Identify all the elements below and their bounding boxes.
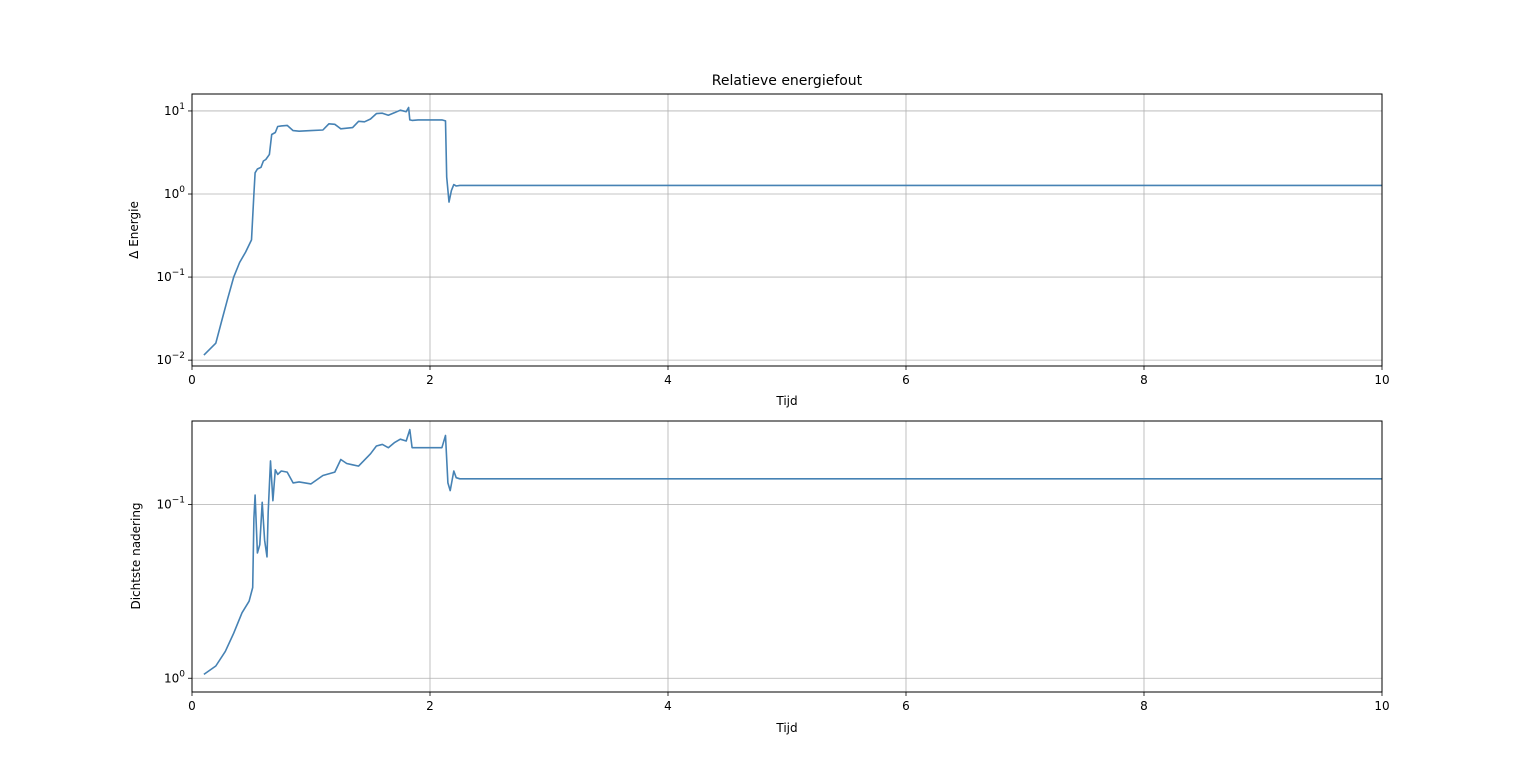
plot-frame	[191, 93, 1383, 367]
grid-lines	[191, 94, 1383, 366]
x-ticks: 0 2 4 6 8 10	[188, 692, 1390, 713]
x-axis-label: Tijd	[775, 721, 797, 735]
x-tick-label: 6	[902, 373, 910, 387]
series-line	[203, 106, 1382, 356]
y-ticks: 10−2 10−1 100 101	[156, 102, 192, 367]
energy-error-chart: Relatieve energiefout 0 2 4 6 8 10 10−210−110…	[127, 73, 1390, 408]
x-axis-label: Tijd	[775, 394, 797, 408]
x-tick-label: 8	[1140, 373, 1148, 387]
x-tick-label: 0	[188, 373, 196, 387]
y-ticks: 10−1 100	[156, 496, 192, 685]
series-lines	[203, 428, 1382, 676]
y-tick-label: 101	[164, 102, 185, 118]
x-tick-label: 6	[902, 699, 910, 713]
x-tick-label: 4	[664, 373, 672, 387]
x-ticks: 0 2 4 6 8 10	[188, 366, 1390, 387]
x-tick-label: 2	[426, 373, 434, 387]
series-line	[203, 428, 1382, 676]
x-tick-label: 10	[1374, 373, 1389, 387]
x-tick-label: 4	[664, 699, 672, 713]
y-tick-label: 10−1	[156, 496, 185, 512]
closest-approach-chart: 0 2 4 6 8 10 10−1 100 Tijd Dichtste nadering	[129, 420, 1390, 735]
x-tick-label: 10	[1374, 699, 1389, 713]
plot-frame	[191, 420, 1383, 693]
y-axis-label: Δ Energie	[127, 201, 141, 259]
x-tick-label: 2	[426, 699, 434, 713]
grid-lines	[191, 421, 1383, 692]
y-tick-label: 100	[164, 185, 185, 201]
y-tick-label: 100	[164, 669, 185, 685]
y-tick-label: 10−1	[156, 268, 185, 284]
y-axis-label: Dichtste nadering	[129, 502, 143, 609]
series-lines	[203, 106, 1382, 356]
x-tick-label: 0	[188, 699, 196, 713]
x-tick-label: 8	[1140, 699, 1148, 713]
chart-title: Relatieve energiefout	[712, 73, 863, 89]
y-tick-label: 10−2	[156, 351, 185, 367]
